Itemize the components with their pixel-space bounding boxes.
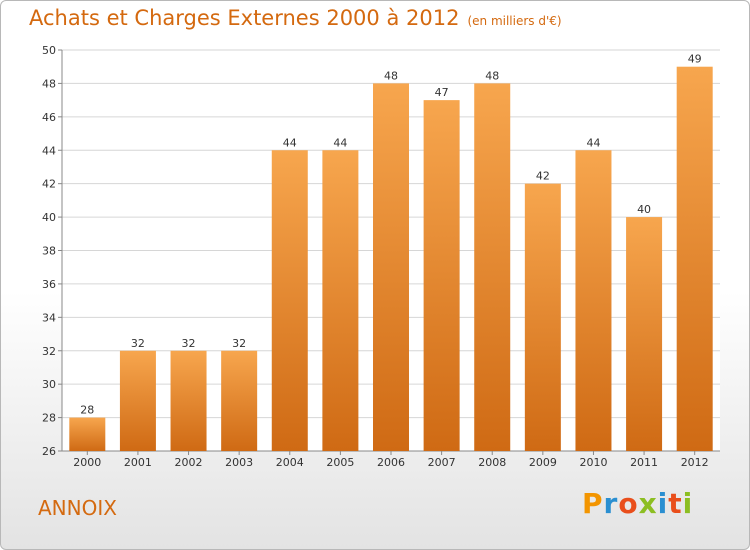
y-tick-label: 42 <box>42 178 56 191</box>
x-tick-label: 2008 <box>478 456 506 469</box>
bar <box>575 150 612 451</box>
commune-name: ANNOIX <box>38 496 117 520</box>
x-tick-label: 2009 <box>529 456 557 469</box>
x-tick-label: 2003 <box>225 456 253 469</box>
chart-title: Achats et Charges Externes 2000 à 2012 (e… <box>29 6 562 30</box>
x-tick-label: 2004 <box>276 456 304 469</box>
y-tick-label: 34 <box>42 311 56 324</box>
bar-value-label: 47 <box>435 86 449 99</box>
bar <box>524 183 561 451</box>
bar-value-label: 42 <box>536 170 550 183</box>
bar-value-label: 32 <box>182 337 196 350</box>
logo-letter: P <box>582 487 604 520</box>
logo-letter: r <box>603 487 619 520</box>
logo-letter: i <box>682 487 694 520</box>
bar <box>626 217 663 451</box>
bar <box>170 350 207 451</box>
bar <box>423 100 460 451</box>
logo-letter: x <box>638 487 658 520</box>
bar <box>271 150 308 451</box>
bar-value-label: 28 <box>80 404 94 417</box>
x-tick-label: 2011 <box>630 456 658 469</box>
y-tick-label: 28 <box>42 412 56 425</box>
bar-value-label: 48 <box>384 69 398 82</box>
bar <box>221 350 258 451</box>
chart-subtitle: (en milliers d'€) <box>467 14 562 28</box>
x-tick-label: 2010 <box>579 456 607 469</box>
logo-letter: o <box>618 487 639 520</box>
x-tick-label: 2012 <box>681 456 709 469</box>
bar-value-label: 44 <box>333 136 347 149</box>
bar-value-label: 49 <box>688 53 702 66</box>
x-tick-label: 2001 <box>124 456 152 469</box>
y-tick-label: 46 <box>42 111 56 124</box>
y-tick-label: 44 <box>42 144 56 157</box>
bar-value-label: 40 <box>637 203 651 216</box>
bar-value-label: 44 <box>586 136 600 149</box>
bar-value-label: 48 <box>485 69 499 82</box>
y-tick-label: 38 <box>42 245 56 258</box>
logo-letter: i <box>657 487 669 520</box>
bar <box>69 417 106 451</box>
x-tick-label: 2002 <box>175 456 203 469</box>
bar <box>119 350 156 451</box>
x-tick-label: 2005 <box>326 456 354 469</box>
y-tick-label: 50 <box>42 44 56 57</box>
bar-value-label: 32 <box>232 337 246 350</box>
y-tick-label: 32 <box>42 345 56 358</box>
y-tick-label: 26 <box>42 445 56 458</box>
y-tick-label: 48 <box>42 77 56 90</box>
bar <box>474 83 511 452</box>
y-tick-label: 36 <box>42 278 56 291</box>
bar-value-label: 32 <box>131 337 145 350</box>
x-tick-label: 2007 <box>428 456 456 469</box>
y-tick-label: 40 <box>42 211 56 224</box>
bar-value-label: 44 <box>283 136 297 149</box>
bar <box>676 66 713 451</box>
bar <box>322 150 359 451</box>
logo-letter: t <box>668 487 683 520</box>
x-tick-label: 2000 <box>73 456 101 469</box>
bar <box>373 83 409 452</box>
x-tick-label: 2006 <box>377 456 405 469</box>
chart-title-text: Achats et Charges Externes 2000 à 2012 <box>29 6 460 30</box>
y-tick-label: 30 <box>42 378 56 391</box>
proxiti-logo: Proxiti <box>582 487 693 520</box>
